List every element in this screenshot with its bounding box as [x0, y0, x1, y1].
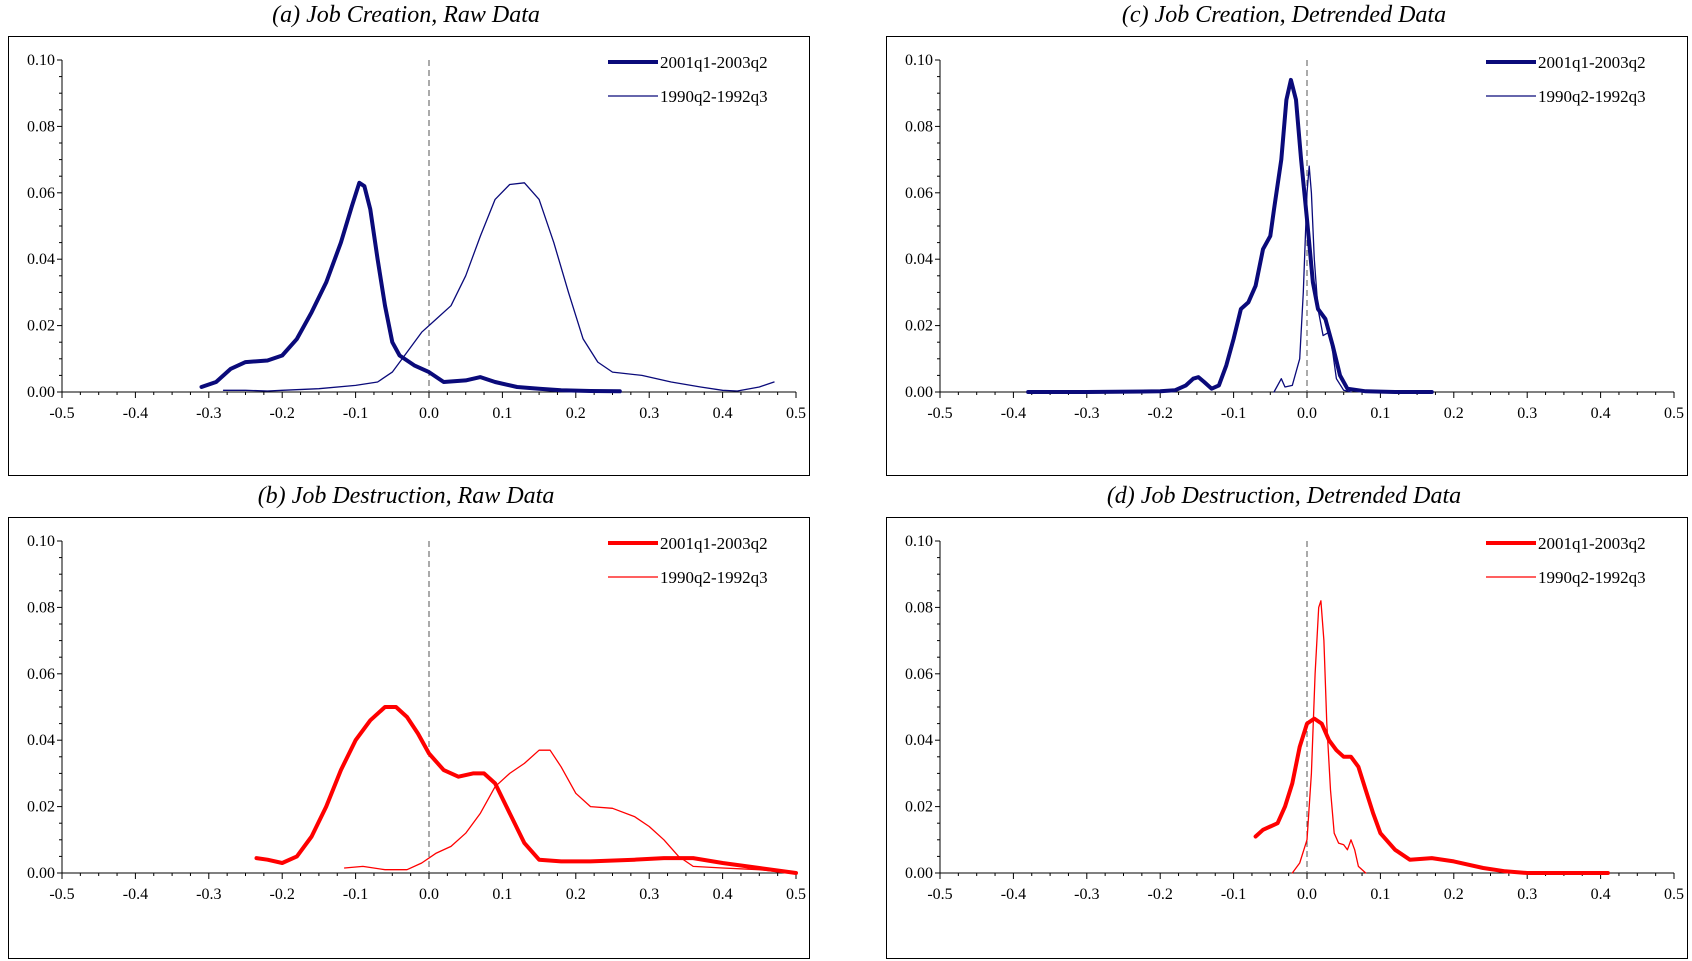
y-tick-label: 0.10: [27, 533, 55, 550]
x-tick-label: 0.0: [419, 405, 439, 422]
legend-label: 1990q2-1992q3: [660, 87, 768, 106]
y-tick-label: 0.04: [27, 732, 55, 749]
x-tick-label: 0.2: [566, 886, 586, 903]
x-tick-label: 0.3: [639, 405, 659, 422]
y-tick-label: 0.08: [905, 118, 933, 135]
x-tick-label: -0.5: [49, 886, 74, 903]
y-tick-label: 0.10: [27, 52, 55, 69]
chart-title: (c) Job Creation, Detrended Data: [1121, 2, 1447, 28]
y-tick-label: 0.04: [905, 732, 933, 749]
plot-area: [8, 517, 810, 959]
chart-panel-c: (c) Job Creation, Detrended Data 0.00 0.0…: [878, 0, 1690, 480]
y-tick-label: 0.08: [27, 118, 55, 135]
x-tick-label: 0.4: [1591, 886, 1611, 903]
x-tick-label: 0.2: [1444, 886, 1464, 903]
x-tick-label: -0.3: [196, 886, 221, 903]
chart-title: (d) Job Destruction, Detrended Data: [1106, 483, 1462, 509]
y-tick-label: 0.02: [27, 318, 55, 335]
legend-label: 1990q2-1992q3: [1538, 87, 1646, 106]
x-tick-label: 0.5: [1664, 886, 1684, 903]
x-tick-label: -0.2: [1148, 405, 1173, 422]
x-tick-label: 0.5: [1664, 405, 1684, 422]
legend-label: 2001q1-2003q2: [1538, 534, 1646, 553]
x-tick-label: 0.3: [1517, 886, 1537, 903]
y-tick-label: 0.02: [905, 799, 933, 816]
chart-svg-b: 0.00 0.02 0.04 0.06 0.08 0.10 -0.5 -0.4 -0.3 -0.2…: [27, 533, 806, 903]
series-line-1990q2-1992q3: [1291, 600, 1367, 874]
y-tick-label: 0.02: [905, 318, 933, 335]
x-tick-label: -0.2: [270, 886, 295, 903]
y-tick-label: 0.02: [27, 799, 55, 816]
x-tick-label: -0.3: [1074, 886, 1099, 903]
y-tick-label: 0.04: [905, 251, 933, 268]
y-tick-label: 0.00: [27, 865, 55, 882]
y-tick-label: 0.00: [27, 384, 55, 401]
y-tick-label: 0.00: [905, 865, 933, 882]
x-tick-label: 0.2: [1444, 405, 1464, 422]
chart-title: (b) Job Destruction, Raw Data: [257, 483, 555, 509]
x-tick-label: 0.1: [492, 886, 512, 903]
x-tick-label: 0.0: [419, 886, 439, 903]
x-tick-label: -0.5: [49, 405, 74, 422]
x-tick-label: -0.2: [1148, 886, 1173, 903]
chart-panel-a: (a) Job Creation, Raw Data 0.00 0.02 0.04 0…: [0, 0, 812, 480]
chart-svg-a: 0.00 0.02 0.04 0.06 0.08 0.10 -0.5 -0.4 -0.3 -0.2…: [27, 52, 806, 422]
x-tick-label: 0.2: [566, 405, 586, 422]
x-tick-label: -0.3: [196, 405, 221, 422]
x-tick-label: 0.3: [1517, 405, 1537, 422]
x-tick-label: -0.1: [1221, 886, 1246, 903]
x-tick-label: 0.0: [1297, 886, 1317, 903]
x-tick-label: 0.3: [639, 886, 659, 903]
y-tick-label: 0.08: [905, 599, 933, 616]
x-tick-label: 0.4: [1591, 405, 1611, 422]
chart-title: (a) Job Creation, Raw Data: [272, 2, 540, 28]
x-tick-label: 0.0: [1297, 405, 1317, 422]
x-tick-label: -0.4: [1001, 405, 1026, 422]
x-tick-label: 0.1: [492, 405, 512, 422]
x-tick-label: -0.4: [123, 405, 148, 422]
chart-panel-d: (d) Job Destruction, Detrended Data 0.00…: [878, 481, 1690, 961]
y-tick-label: 0.10: [905, 533, 933, 550]
x-tick-label: -0.1: [343, 886, 368, 903]
chart-svg-c: 0.00 0.02 0.04 0.06 0.08 0.10 -0.5 -0.4 -0.3 -0.2…: [905, 52, 1684, 422]
y-tick-label: 0.06: [905, 185, 933, 202]
y-tick-label: 0.06: [27, 666, 55, 683]
legend-label: 2001q1-2003q2: [1538, 53, 1646, 72]
series-line-2001q1-2003q2: [1026, 77, 1434, 394]
y-tick-label: 0.04: [27, 251, 55, 268]
x-tick-label: -0.5: [927, 405, 952, 422]
legend-label: 2001q1-2003q2: [660, 534, 768, 553]
y-tick-label: 0.00: [905, 384, 933, 401]
x-tick-label: -0.4: [1001, 886, 1026, 903]
chart-panel-b: (b) Job Destruction, Raw Data 0.00 0.02 0.…: [0, 481, 812, 961]
x-tick-label: 0.5: [786, 886, 806, 903]
series-line-2001q1-2003q2: [199, 180, 622, 394]
legend-label: 2001q1-2003q2: [660, 53, 768, 72]
plot-area: [886, 517, 1688, 959]
x-tick-label: 0.4: [713, 405, 733, 422]
x-tick-label: -0.1: [343, 405, 368, 422]
x-tick-label: -0.5: [927, 886, 952, 903]
chart-svg-d: 0.00 0.02 0.04 0.06 0.08 0.10 -0.5 -0.4 -0.3 -0.2…: [905, 533, 1684, 903]
series-line-1990q2-1992q3: [222, 182, 775, 392]
plot-area: [8, 36, 810, 476]
x-tick-label: 0.5: [786, 405, 806, 422]
x-tick-label: -0.2: [270, 405, 295, 422]
x-tick-label: 0.1: [1370, 405, 1390, 422]
series-line-1990q2-1992q3: [1273, 165, 1352, 393]
series-line-2001q1-2003q2: [1253, 716, 1610, 875]
y-tick-label: 0.06: [27, 185, 55, 202]
x-tick-label: 0.4: [713, 886, 733, 903]
series-line-2001q1-2003q2: [254, 705, 798, 875]
legend-label: 1990q2-1992q3: [660, 568, 768, 587]
legend-label: 1990q2-1992q3: [1538, 568, 1646, 587]
y-tick-label: 0.06: [905, 666, 933, 683]
x-tick-label: -0.1: [1221, 405, 1246, 422]
y-tick-label: 0.08: [27, 599, 55, 616]
y-tick-label: 0.10: [905, 52, 933, 69]
x-tick-label: -0.3: [1074, 405, 1099, 422]
x-tick-label: 0.1: [1370, 886, 1390, 903]
x-tick-label: -0.4: [123, 886, 148, 903]
series-line-1990q2-1992q3: [343, 749, 782, 873]
